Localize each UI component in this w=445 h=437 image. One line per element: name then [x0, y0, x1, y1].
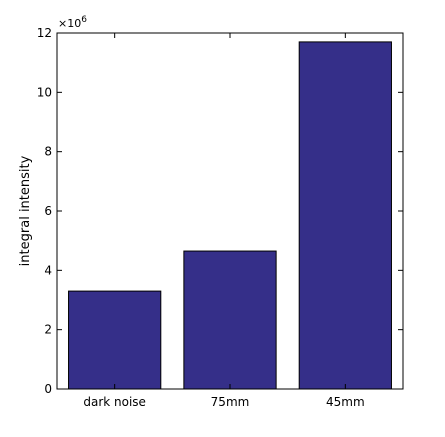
y-tick-label: 10: [37, 85, 52, 99]
bar-45mm: [298, 41, 392, 390]
y-tick-label: 8: [44, 145, 52, 159]
bars-group: [68, 41, 392, 390]
bar-75mm: [183, 250, 277, 390]
y-tick-label: 0: [44, 382, 52, 396]
y-tick-label: 2: [44, 323, 52, 337]
y-axis-offset-power: 6: [81, 15, 87, 25]
y-axis-label: integral intensity: [18, 155, 33, 266]
y-axis-offset-text: ×106: [58, 15, 87, 30]
y-tick-label: 6: [44, 204, 52, 218]
x-tick-label: 45mm: [326, 395, 365, 409]
y-axis-offset-base: ×10: [58, 17, 81, 30]
y-ticks-group: 0 2 4 6 8 10 12: [37, 26, 403, 396]
y-tick-label: 4: [44, 263, 52, 277]
x-ticks-group: dark noise 75mm 45mm: [83, 33, 365, 409]
x-tick-label: dark noise: [83, 395, 146, 409]
x-tick-label: 75mm: [211, 395, 250, 409]
bar-dark-noise: [68, 290, 162, 390]
y-tick-label: 12: [37, 26, 52, 40]
